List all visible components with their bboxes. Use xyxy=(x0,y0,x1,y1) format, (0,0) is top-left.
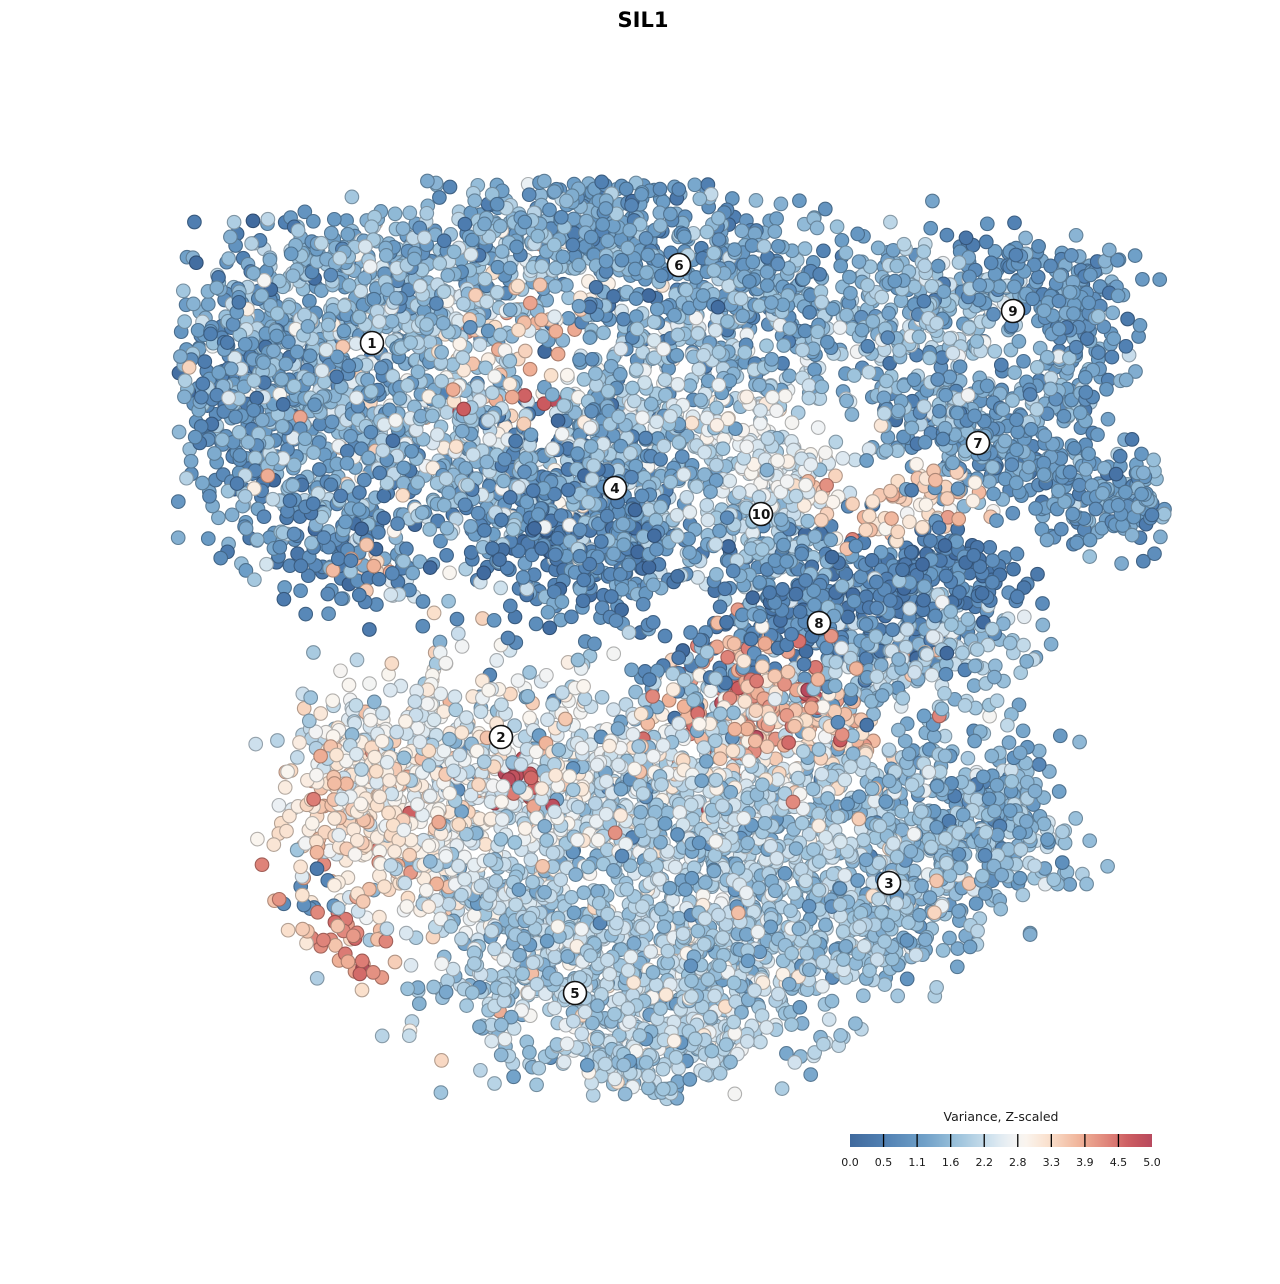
cluster-label-text: 10 xyxy=(752,507,771,523)
cluster-label-9: 9 xyxy=(1002,300,1025,323)
colorbar-tick-label: 3.9 xyxy=(1076,1156,1094,1169)
colorbar-tick-label: 2.2 xyxy=(975,1156,993,1169)
cluster-label-7: 7 xyxy=(967,432,990,455)
cluster-label-10: 10 xyxy=(750,503,773,526)
colorbar-tick-label: 0.0 xyxy=(841,1156,859,1169)
cluster-label-1: 1 xyxy=(361,332,384,355)
cluster-label-6: 6 xyxy=(668,254,691,277)
cluster-label-text: 7 xyxy=(973,436,982,452)
cluster-label-text: 8 xyxy=(814,616,823,632)
colorbar-tick-label: 3.3 xyxy=(1043,1156,1061,1169)
colorbar-tick-label: 0.5 xyxy=(875,1156,893,1169)
colorbar-gradient-bar xyxy=(850,1134,1152,1147)
cluster-label-text: 2 xyxy=(496,730,505,746)
cluster-label-text: 4 xyxy=(610,481,619,497)
cluster-label-text: 3 xyxy=(884,876,893,892)
colorbar-title: Variance, Z-scaled xyxy=(944,1109,1059,1124)
cluster-label-text: 1 xyxy=(367,336,376,352)
cluster-label-3: 3 xyxy=(878,872,901,895)
cluster-label-2: 2 xyxy=(490,726,513,749)
colorbar-tick-label: 1.1 xyxy=(908,1156,926,1169)
colorbar-tick-label: 2.8 xyxy=(1009,1156,1027,1169)
plot-title: SIL1 xyxy=(618,8,669,32)
cluster-label-text: 9 xyxy=(1008,304,1017,320)
cluster-label-5: 5 xyxy=(564,982,587,1005)
colorbar-tick-label: 1.6 xyxy=(942,1156,960,1169)
cluster-label-4: 4 xyxy=(604,477,627,500)
cluster-label-text: 6 xyxy=(674,258,683,274)
colorbar-tick-label: 5.0 xyxy=(1143,1156,1161,1169)
cluster-label-text: 5 xyxy=(570,986,579,1002)
colorbar-tick-label: 4.5 xyxy=(1110,1156,1128,1169)
cluster-label-8: 8 xyxy=(808,612,831,635)
